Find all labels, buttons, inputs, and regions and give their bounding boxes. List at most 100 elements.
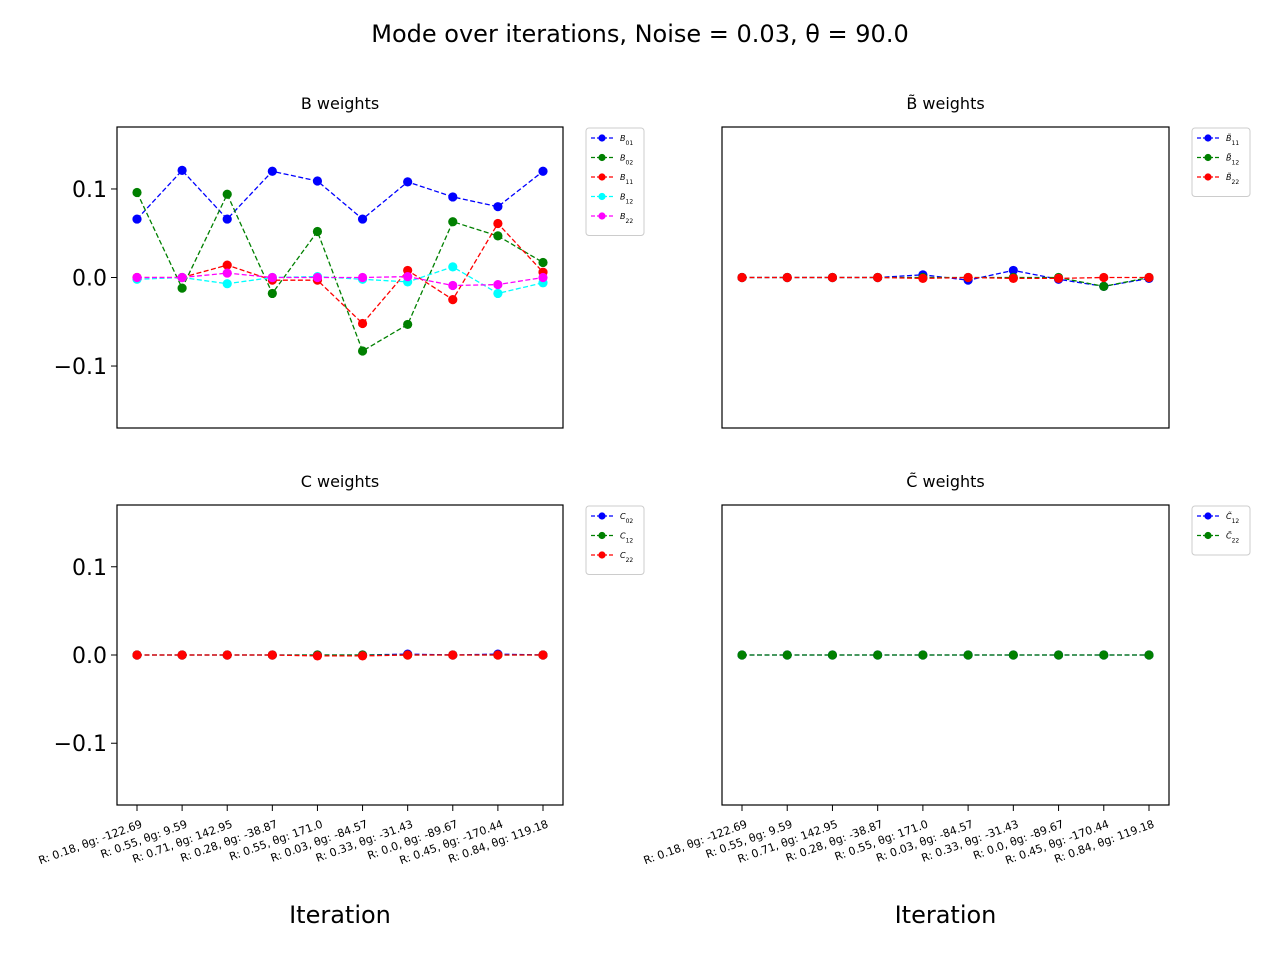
legend-marker [598, 512, 606, 520]
legend-marker [1204, 512, 1212, 520]
data-point [312, 272, 323, 283]
legend-label: B̃22 [1226, 172, 1239, 186]
data-point [1144, 650, 1154, 660]
data-point [267, 166, 277, 176]
data-point [493, 202, 503, 212]
data-point [357, 346, 368, 356]
data-point [177, 165, 187, 175]
legend-label: C12 [620, 532, 633, 545]
data-point [312, 176, 323, 186]
series-line [136, 192, 544, 352]
data-point [1099, 650, 1109, 660]
legend-marker [598, 173, 606, 181]
data-point [357, 318, 368, 329]
data-point [873, 272, 883, 283]
data-point [1008, 265, 1018, 276]
series-line [137, 272, 544, 287]
y-tick-label: −0.1 [54, 355, 107, 380]
y-tick-label: 0.1 [72, 178, 107, 203]
data-point [827, 650, 838, 660]
legend-label: B01 [620, 134, 633, 147]
series-line [742, 276, 1149, 280]
x-axis-label: Iteration [895, 901, 997, 929]
data-point [312, 226, 323, 237]
data-point [1053, 650, 1064, 660]
series-B02 [132, 187, 548, 356]
series-B22 [132, 268, 548, 291]
data-point [963, 272, 973, 283]
data-point [918, 273, 928, 283]
data-point [493, 279, 503, 290]
data-point [132, 214, 142, 224]
data-point [737, 650, 747, 660]
panel-2: B̃ weights B̃11 B̃12 B̃22 [721, 94, 1251, 429]
data-point [782, 650, 792, 660]
y-tick-label: −0.1 [54, 732, 107, 757]
data-point [222, 650, 232, 660]
data-point [1099, 272, 1109, 283]
panel-1: B weights 0.1 0.0 −0.1 B01 B02 B11 B12 B22 [54, 94, 645, 429]
legend-marker [598, 134, 606, 142]
legend-label: C02 [620, 512, 633, 525]
data-point [132, 650, 142, 660]
data-point [267, 288, 277, 299]
plot-area [721, 504, 1170, 806]
data-point [1053, 273, 1064, 283]
legend-label: C̃22 [1226, 530, 1239, 544]
legend-marker [1204, 173, 1212, 181]
data-point [267, 272, 277, 283]
data-point [403, 650, 413, 660]
legend-label: B22 [620, 212, 633, 225]
y-tick-label: 0.0 [72, 267, 107, 292]
series-C22 [132, 650, 548, 661]
legend-box [1191, 505, 1251, 556]
data-point [493, 650, 503, 660]
series-B̃22 [737, 272, 1154, 283]
series-line [136, 266, 544, 295]
data-point [403, 177, 413, 187]
data-point [538, 650, 548, 660]
data-point [312, 651, 323, 661]
data-point [538, 166, 548, 176]
data-point [403, 319, 413, 330]
data-point [827, 272, 838, 283]
y-tick-label: 0.0 [72, 644, 107, 669]
data-point [222, 260, 232, 270]
plot-area [721, 126, 1170, 429]
data-point [1099, 281, 1109, 291]
legend-label: B02 [620, 154, 633, 167]
legend-marker [1204, 531, 1212, 540]
legend: C̃12 C̃22 [1191, 505, 1251, 556]
legend-marker [1204, 153, 1212, 162]
legend: B̃11 B̃12 B̃22 [1191, 127, 1251, 197]
series-B̃12 [737, 272, 1154, 291]
x-axis-label: Iteration [289, 901, 391, 929]
data-point [222, 189, 232, 199]
data-point [493, 288, 503, 299]
legend-label: C̃12 [1226, 511, 1239, 525]
y-tick-label: 0.1 [72, 556, 107, 581]
figure-suptitle: Mode over iterations, Noise = 0.03, θ = … [371, 20, 908, 48]
data-point [132, 187, 142, 198]
series-line [137, 654, 543, 657]
data-point [448, 262, 458, 272]
legend-marker [1204, 134, 1212, 142]
panel-title: C weights [301, 472, 380, 491]
data-point [873, 650, 883, 660]
data-point [782, 272, 792, 283]
data-point [448, 295, 458, 305]
data-point [357, 214, 368, 224]
data-point [403, 272, 413, 282]
series-line [136, 169, 544, 221]
data-point [493, 218, 503, 229]
series-C̃22 [737, 650, 1154, 660]
data-point [448, 650, 458, 660]
data-point [448, 280, 458, 291]
data-point [448, 192, 458, 202]
legend-marker [598, 551, 606, 559]
data-point [357, 272, 368, 283]
data-point [737, 272, 747, 283]
data-point [1008, 273, 1018, 283]
